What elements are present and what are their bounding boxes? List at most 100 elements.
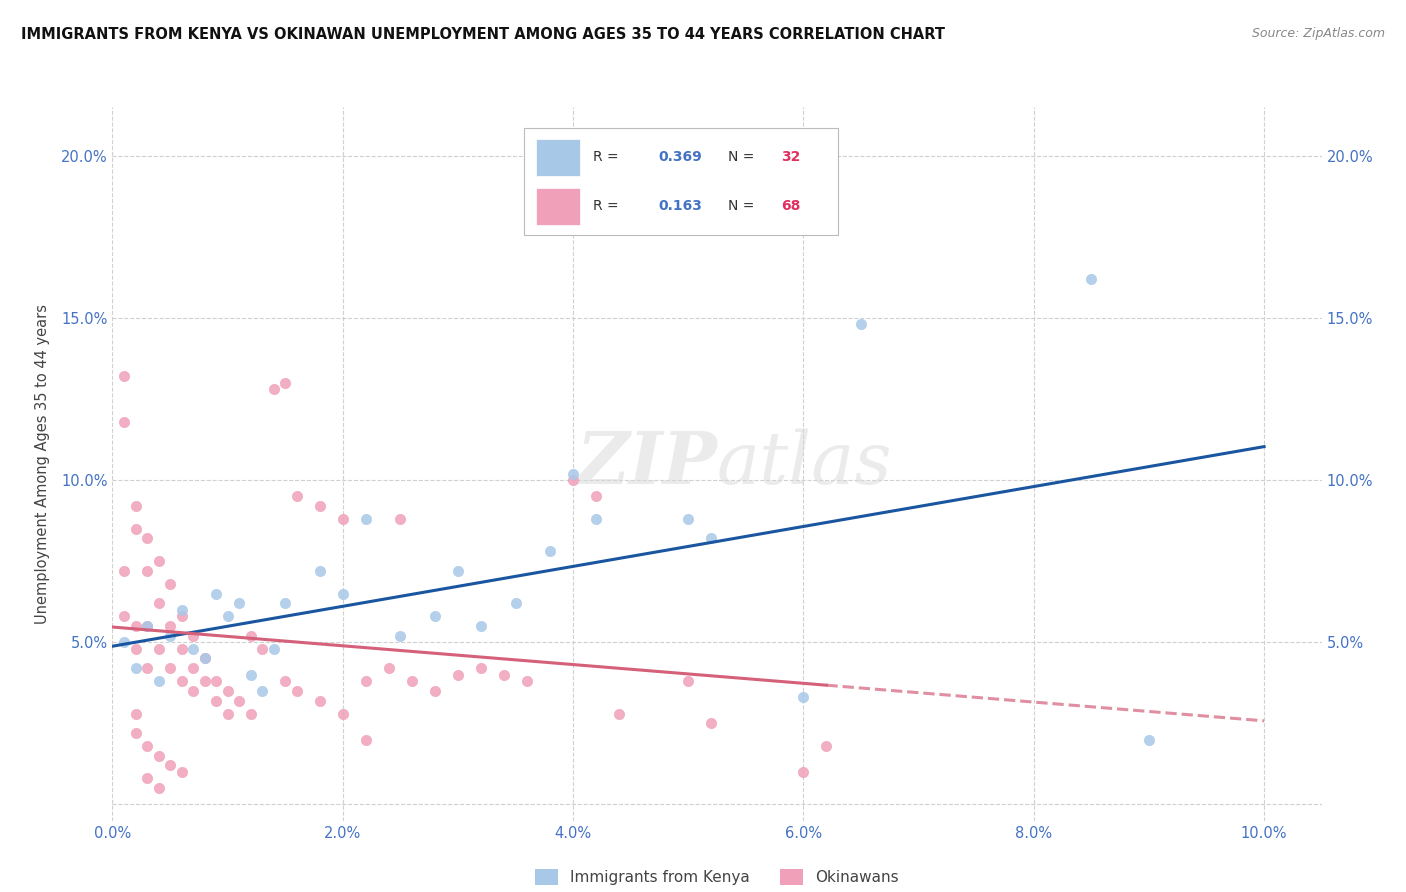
Point bbox=[239, 667, 262, 681]
Point bbox=[423, 684, 446, 698]
Point bbox=[170, 641, 193, 656]
Point bbox=[112, 564, 135, 578]
Point bbox=[607, 706, 630, 721]
Point bbox=[112, 415, 135, 429]
Point bbox=[217, 706, 239, 721]
Point bbox=[849, 318, 872, 332]
Point bbox=[516, 674, 538, 689]
Point bbox=[585, 512, 607, 526]
Point bbox=[124, 641, 146, 656]
Point bbox=[136, 739, 159, 753]
Point bbox=[792, 764, 814, 779]
Point bbox=[205, 586, 228, 600]
Point bbox=[470, 619, 492, 633]
Point bbox=[124, 522, 146, 536]
Point bbox=[136, 564, 159, 578]
Point bbox=[401, 674, 423, 689]
Point bbox=[217, 684, 239, 698]
Point bbox=[332, 706, 354, 721]
Point bbox=[538, 544, 561, 558]
Point bbox=[239, 706, 262, 721]
Point bbox=[124, 499, 146, 513]
Point bbox=[274, 376, 297, 390]
Point bbox=[194, 651, 217, 665]
Point bbox=[250, 641, 273, 656]
Point bbox=[285, 684, 308, 698]
Point bbox=[562, 467, 585, 481]
Point bbox=[492, 667, 515, 681]
Point bbox=[228, 693, 250, 707]
Point bbox=[148, 596, 170, 610]
Point bbox=[205, 674, 228, 689]
Point bbox=[447, 667, 470, 681]
Point bbox=[308, 499, 330, 513]
Point bbox=[285, 489, 308, 503]
Point bbox=[217, 609, 239, 624]
Point bbox=[700, 716, 723, 731]
Point bbox=[263, 641, 285, 656]
Point bbox=[136, 772, 159, 786]
Point bbox=[136, 661, 159, 675]
Point bbox=[332, 586, 354, 600]
Point bbox=[136, 619, 159, 633]
Point bbox=[124, 661, 146, 675]
Point bbox=[181, 684, 204, 698]
Point bbox=[124, 619, 146, 633]
Point bbox=[112, 609, 135, 624]
Point bbox=[389, 629, 412, 643]
Point bbox=[423, 609, 446, 624]
Point bbox=[148, 674, 170, 689]
Point bbox=[159, 629, 181, 643]
Point bbox=[1137, 732, 1160, 747]
Point bbox=[378, 661, 401, 675]
Point bbox=[148, 554, 170, 568]
Point bbox=[263, 382, 285, 396]
Point bbox=[250, 684, 273, 698]
Point bbox=[239, 629, 262, 643]
Point bbox=[170, 603, 193, 617]
Point bbox=[124, 726, 146, 740]
Point bbox=[678, 512, 700, 526]
Point bbox=[1080, 272, 1102, 286]
Point bbox=[274, 674, 297, 689]
Point bbox=[148, 641, 170, 656]
Point bbox=[205, 693, 228, 707]
Point bbox=[181, 629, 204, 643]
Point bbox=[354, 732, 377, 747]
Point bbox=[159, 661, 181, 675]
Point bbox=[136, 619, 159, 633]
Text: atlas: atlas bbox=[717, 428, 893, 500]
Text: ZIP: ZIP bbox=[576, 428, 717, 500]
Point bbox=[124, 706, 146, 721]
Point bbox=[148, 781, 170, 796]
Point bbox=[159, 577, 181, 591]
Point bbox=[308, 564, 330, 578]
Point bbox=[332, 512, 354, 526]
Point bbox=[308, 693, 330, 707]
Point bbox=[447, 564, 470, 578]
Point bbox=[194, 651, 217, 665]
Point bbox=[470, 661, 492, 675]
Point bbox=[678, 674, 700, 689]
Point bbox=[181, 641, 204, 656]
Point bbox=[148, 748, 170, 763]
Y-axis label: Unemployment Among Ages 35 to 44 years: Unemployment Among Ages 35 to 44 years bbox=[35, 304, 49, 624]
Point bbox=[354, 674, 377, 689]
Point bbox=[181, 661, 204, 675]
Point bbox=[792, 690, 814, 705]
Point bbox=[505, 596, 527, 610]
Point bbox=[159, 619, 181, 633]
Point bbox=[170, 674, 193, 689]
Point bbox=[562, 473, 585, 487]
Point bbox=[274, 596, 297, 610]
Point bbox=[112, 369, 135, 384]
Point bbox=[136, 532, 159, 546]
Text: IMMIGRANTS FROM KENYA VS OKINAWAN UNEMPLOYMENT AMONG AGES 35 TO 44 YEARS CORRELA: IMMIGRANTS FROM KENYA VS OKINAWAN UNEMPL… bbox=[21, 27, 945, 42]
Point bbox=[228, 596, 250, 610]
Point bbox=[112, 635, 135, 649]
Point bbox=[700, 532, 723, 546]
Legend: Immigrants from Kenya, Okinawans: Immigrants from Kenya, Okinawans bbox=[529, 863, 905, 891]
Text: Source: ZipAtlas.com: Source: ZipAtlas.com bbox=[1251, 27, 1385, 40]
Point bbox=[585, 489, 607, 503]
Point bbox=[815, 739, 838, 753]
